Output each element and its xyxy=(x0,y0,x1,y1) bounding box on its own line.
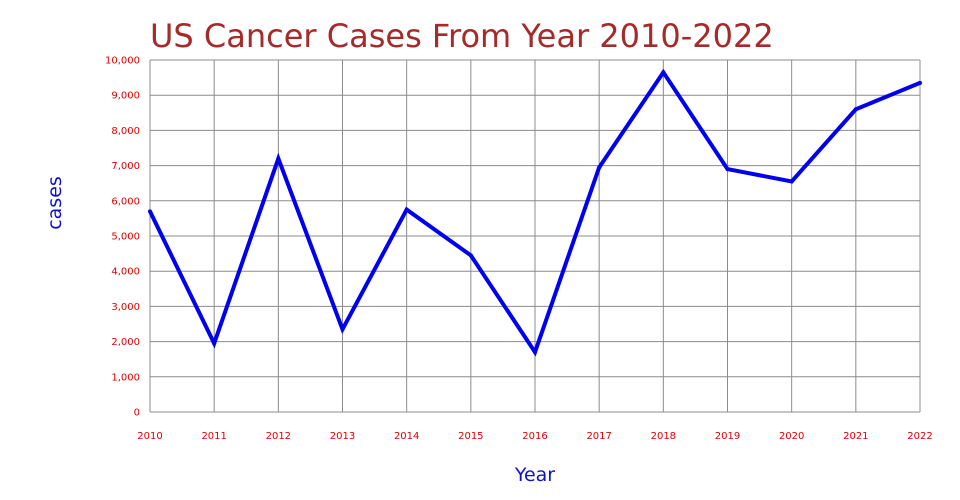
data-point xyxy=(340,327,345,332)
x-tick-label: 2015 xyxy=(458,431,483,442)
y-tick-label: 3,000 xyxy=(111,302,140,313)
data-point xyxy=(661,70,666,75)
x-tick-label: 2018 xyxy=(651,431,676,442)
data-point xyxy=(597,165,602,170)
x-tick-label: 2017 xyxy=(586,431,611,442)
y-tick-label: 9,000 xyxy=(111,91,140,102)
data-point xyxy=(789,179,794,184)
y-tick-label: 7,000 xyxy=(111,161,140,172)
series-layer xyxy=(148,68,922,357)
data-point xyxy=(725,167,730,172)
x-tick-label: 2021 xyxy=(843,431,868,442)
y-tick-label: 6,000 xyxy=(111,196,140,207)
y-axis-title: cases xyxy=(44,176,66,230)
x-tick-label: 2011 xyxy=(201,431,226,442)
x-axis-ticks: 2010 2011 2012 2013 2014 2015 2016 2017 2018 2019… xyxy=(137,431,932,442)
x-tick-label: 2013 xyxy=(330,431,355,442)
x-tick-label: 2022 xyxy=(907,431,932,442)
data-point xyxy=(276,156,281,161)
data-point xyxy=(212,341,217,346)
x-tick-label: 2010 xyxy=(137,431,162,442)
y-tick-label: 5,000 xyxy=(111,232,140,243)
grid-lines xyxy=(149,59,921,413)
x-tick-label: 2019 xyxy=(715,431,740,442)
chart-title: US Cancer Cases From Year 2010-2022 xyxy=(150,17,774,55)
x-tick-label: 2012 xyxy=(266,431,291,442)
y-tick-label: 4,000 xyxy=(111,267,140,278)
y-tick-label: 0 xyxy=(134,408,140,419)
y-tick-label: 10,000 xyxy=(105,56,140,67)
data-point xyxy=(918,80,922,85)
y-tick-label: 8,000 xyxy=(111,126,140,137)
data-point xyxy=(468,253,473,258)
data-point xyxy=(533,350,537,355)
y-axis-ticks: 0 1,000 2,000 3,000 4,000 5,000 6,000 7,000 8,00… xyxy=(105,56,140,419)
data-point xyxy=(404,207,409,212)
x-tick-label: 2014 xyxy=(394,431,419,442)
y-tick-label: 2,000 xyxy=(111,337,140,348)
x-tick-label: 2016 xyxy=(522,431,547,442)
x-tick-label: 2020 xyxy=(779,431,804,442)
y-tick-label: 1,000 xyxy=(111,372,140,383)
data-point xyxy=(148,209,152,214)
data-point xyxy=(853,107,858,112)
x-axis-title: Year xyxy=(514,464,555,486)
